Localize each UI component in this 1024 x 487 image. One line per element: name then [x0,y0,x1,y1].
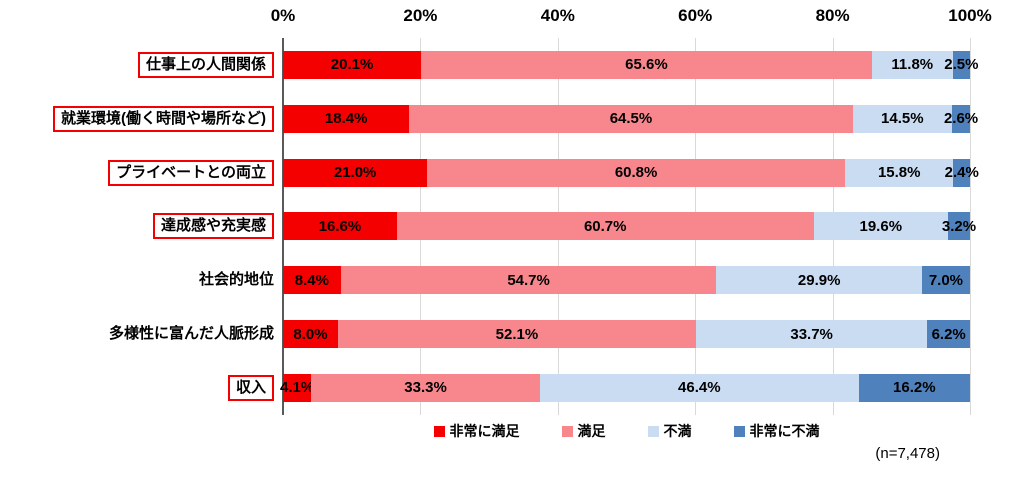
segment-value-label: 46.4% [678,379,721,397]
axis-tick-label: 40% [540,6,575,25]
legend-item: 非常に不満 [733,421,820,441]
bar-row: 就業環境(働く時間や場所など) 18.4% 64.5% 14.5% 2.6% [53,104,978,133]
segment-value-label: 18.4% [324,110,368,128]
segment-value-label: 15.8% [877,164,921,182]
legend-label: 不満 [663,423,692,439]
segment-value-label: 54.7% [507,271,550,289]
segment-value-label: 3.2% [941,217,977,235]
segment-value-label: 21.0% [333,164,377,182]
bar-segment: 60.8% [427,158,845,187]
axis-tick-label: 100% [948,6,992,25]
bar-segment: 20.1% [283,50,422,79]
bar-segment: 21.0% [283,158,428,187]
segment-value-label: 65.6% [625,56,668,74]
bar-segment: 46.4% [539,373,859,402]
segment-value-label: 60.7% [583,217,627,235]
legend-label: 非常に不満 [749,423,820,439]
legend-label: 満足 [577,423,606,439]
segment-value-label: 20.1% [330,56,374,74]
bar-row: 達成感や充実感 16.6% 60.7% 19.6% 3.2% [152,212,976,241]
segment-value-label: 7.0% [928,271,964,289]
bar-segment: 15.8% [844,158,954,187]
segment-value-label: 8.4% [294,271,329,289]
bar-segment: 14.5% [852,104,953,133]
segment-value-label: 52.1% [495,325,539,343]
bar-row: プライベートとの両立 21.0% 60.8% 15.8% 2.4% [108,158,979,187]
x-axis-top: 0% 20% 40% 60% 80% 100% [271,6,992,28]
bar-segment: 8.0% [283,320,338,349]
category-label: 多様性に富んだ人脈形成 [108,325,274,343]
segment-value-label: 14.5% [881,110,924,128]
segment-value-label: 29.9% [797,271,841,289]
category-label: 社会的地位 [198,271,274,289]
bar-segment: 16.2% [858,373,970,402]
bar-segment: 29.9% [716,266,922,295]
segment-value-label: 2.6% [943,110,979,128]
legend-label: 非常に満足 [449,423,520,439]
bar-segment: 2.5% [944,50,979,79]
axis-tick-label: 80% [815,6,850,25]
category-label: 達成感や充実感 [152,213,274,240]
axis-tick-label: 20% [403,6,438,25]
bar-segment: 64.5% [409,104,853,133]
bar-row: 多様性に富んだ人脈形成 8.0% 52.1% 33.7% 6.2% [109,320,970,349]
bar-segment: 18.4% [283,104,410,133]
bar-segment: 54.7% [340,266,717,295]
bar-segment: 4.1% [279,373,315,402]
bar-row: 社会的地位 8.4% 54.7% 29.9% 7.0% [199,266,970,295]
sample-size-note: (n=7,478) [875,445,940,462]
bar-segment: 7.0% [921,266,970,295]
bar-segment: 2.4% [945,158,979,187]
plot-area: 仕事上の人間関係 20.1% 65.6% 11.8% 2.5% 就業環境(働く時間や場所な… [53,38,979,415]
bar-segment: 3.2% [942,212,976,241]
legend-item: 不満 [647,421,692,441]
segment-value-label: 33.7% [790,325,833,343]
bar-segment: 19.6% [813,212,949,241]
bar-segment: 52.1% [337,320,696,349]
segment-value-label: 64.5% [609,110,653,128]
segment-value-label: 19.6% [859,217,903,235]
segment-value-label: 60.8% [614,164,658,182]
legend-swatch-icon [647,425,659,437]
bar-segment: 8.4% [283,266,341,295]
legend-swatch-icon [733,425,745,437]
bar-rows: 仕事上の人間関係 20.1% 65.6% 11.8% 2.5% 就業環境(働く時間や場所な… [53,38,979,415]
bar-segment: 11.8% [871,50,953,79]
category-label: 仕事上の人間関係 [137,51,274,78]
category-label: プライベートとの両立 [108,159,274,186]
segment-value-label: 8.0% [293,325,328,343]
bar-row: 仕事上の人間関係 20.1% 65.6% 11.8% 2.5% [137,50,979,79]
segment-value-label: 16.6% [318,217,362,235]
legend-item: 満足 [561,421,606,441]
legend-item: 非常に満足 [433,421,520,441]
segment-value-label: 2.4% [944,164,979,182]
bar-segment: 6.2% [927,320,970,349]
bar-segment: 65.6% [421,50,872,79]
segment-value-label: 16.2% [893,379,936,397]
legend-swatch-icon [561,425,573,437]
bar-segment: 33.7% [695,320,928,349]
legend: 非常に満足 満足 不満 非常に不満 [283,421,970,441]
segment-value-label: 2.5% [944,56,979,74]
category-label: 収入 [227,374,274,401]
segment-value-label: 4.1% [279,379,315,397]
axis-tick-label: 60% [678,6,713,25]
bar-segment: 33.3% [311,373,540,402]
category-label: 就業環境(働く時間や場所など) [53,105,274,132]
bar-segment: 60.7% [396,212,814,241]
bar-row: 収入 4.1% 33.3% 46.4% 16.2% [227,373,970,402]
segment-value-label: 11.8% [891,56,934,74]
legend-swatch-icon [433,425,445,437]
segment-value-label: 6.2% [931,325,966,343]
gridline [970,38,971,415]
segment-value-label: 33.3% [404,379,447,397]
axis-tick-label: 0% [270,6,296,25]
bar-segment: 2.6% [944,104,978,133]
bar-segment: 16.6% [283,212,397,241]
